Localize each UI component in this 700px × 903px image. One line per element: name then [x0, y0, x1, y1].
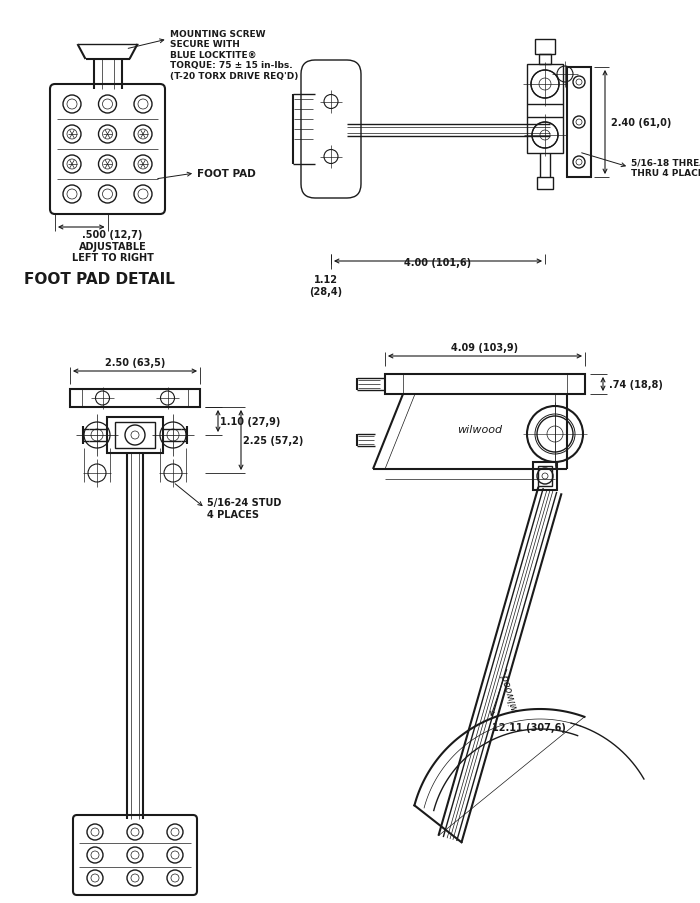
Text: MOUNTING SCREW
SECURE WITH
BLUE LOCKTITE®
TORQUE: 75 ± 15 in-lbs.
(T-20 TORX DRI: MOUNTING SCREW SECURE WITH BLUE LOCKTITE… [169, 30, 298, 80]
Text: 4.09 (103,9): 4.09 (103,9) [452, 342, 519, 352]
Bar [527, 118, 563, 154]
Text: .74 (18,8): .74 (18,8) [609, 379, 663, 389]
Bar [537, 178, 553, 190]
Text: 12.11 (307,6): 12.11 (307,6) [492, 722, 566, 732]
Bar [385, 375, 585, 395]
Text: 2.50 (63,5): 2.50 (63,5) [105, 358, 165, 368]
Text: FOOT PAD: FOOT PAD [197, 169, 256, 179]
Text: 1.12
(28,4): 1.12 (28,4) [309, 275, 342, 296]
Text: wilwood: wilwood [457, 424, 503, 434]
Bar [539, 55, 551, 65]
Text: 5/16-24 STUD
4 PLACES: 5/16-24 STUD 4 PLACES [207, 498, 281, 519]
Bar [527, 65, 563, 105]
Text: 2.25 (57,2): 2.25 (57,2) [243, 435, 303, 445]
Text: 1.10 (27,9): 1.10 (27,9) [220, 416, 281, 426]
Bar [107, 417, 163, 453]
Text: wilwood: wilwood [500, 672, 520, 712]
Text: 5/16-18 THREAD
THRU 4 PLACES: 5/16-18 THREAD THRU 4 PLACES [631, 158, 700, 178]
Bar [533, 462, 557, 490]
Bar [538, 467, 552, 487]
Text: .500 (12,7)
ADJUSTABLE
LEFT TO RIGHT: .500 (12,7) ADJUSTABLE LEFT TO RIGHT [71, 229, 153, 263]
Bar [115, 423, 155, 449]
Bar [70, 389, 200, 407]
Text: 2.40 (61,0): 2.40 (61,0) [611, 118, 671, 128]
Text: 4.00 (101,6): 4.00 (101,6) [405, 257, 472, 267]
Bar [567, 68, 591, 178]
Text: FOOT PAD DETAIL: FOOT PAD DETAIL [24, 272, 175, 286]
Bar [535, 40, 555, 55]
